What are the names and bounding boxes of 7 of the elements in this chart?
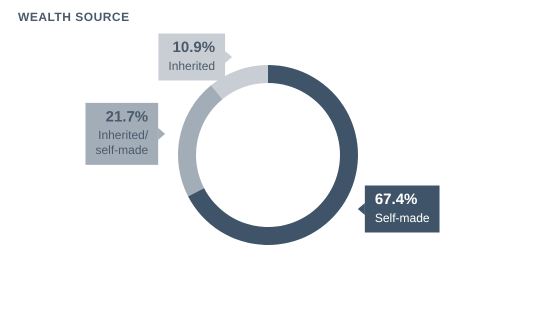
- slice-label: Self-made: [374, 210, 430, 225]
- data-label: 67.4%: [374, 191, 418, 208]
- data-label: 10.9%: [172, 39, 216, 56]
- legend-label: Inherited/self-made: [95, 128, 149, 158]
- chart-title: WEALTH SOURCE: [18, 10, 130, 24]
- slice-label: Inherited: [168, 58, 216, 73]
- data-label: 21.7%: [106, 108, 148, 126]
